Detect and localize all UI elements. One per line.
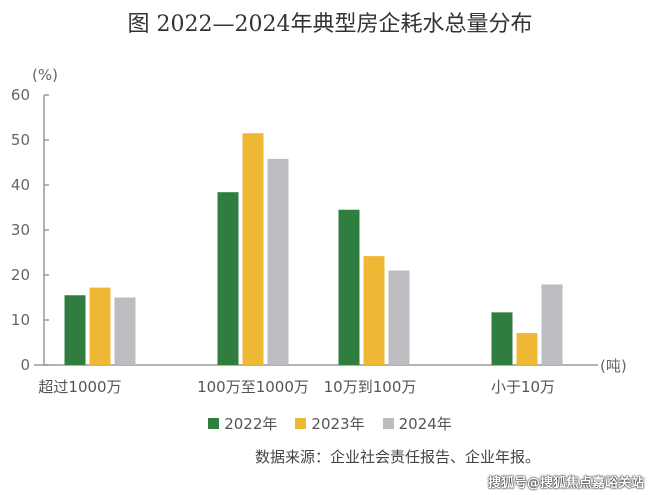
legend-item: 2023年	[295, 413, 365, 434]
y-tick-label: 40	[11, 176, 30, 194]
bar-2024年-超过1000万	[114, 297, 136, 365]
category-label: 10万到100万	[324, 378, 417, 396]
bar-2023年-小于10万	[516, 333, 538, 365]
legend-label: 2023年	[311, 415, 365, 433]
legend-item: 2024年	[382, 413, 452, 434]
y-tick-label: 30	[11, 221, 30, 239]
chart-title: 图 2022—2024年典型房企耗水总量分布	[127, 12, 533, 37]
legend-swatch	[382, 418, 394, 429]
y-tick-label: 10	[11, 311, 30, 329]
bar-2024年-10万到100万	[388, 270, 410, 365]
bar-2022年-10万到100万	[338, 209, 360, 365]
y-tick-label: 60	[11, 86, 30, 104]
category-label: 超过1000万	[38, 378, 121, 396]
bar-2023年-超过1000万	[89, 287, 111, 365]
bar-2024年-小于10万	[541, 284, 563, 365]
y-tick-label: 50	[11, 131, 30, 149]
category-label: 100万至1000万	[197, 378, 309, 396]
bar-2022年-小于10万	[491, 312, 513, 365]
category-label: 小于10万	[491, 378, 555, 396]
bar-2022年-超过1000万	[64, 295, 86, 365]
legend: 2022年 2023年 2024年	[0, 413, 660, 434]
legend-swatch	[208, 418, 220, 429]
bar-2023年-100万至1000万	[242, 133, 264, 365]
bar-2023年-10万到100万	[363, 256, 385, 365]
legend-item: 2022年	[208, 413, 277, 434]
bar-2024年-100万至1000万	[267, 158, 289, 365]
bar-2022年-100万至1000万	[217, 192, 239, 365]
y-tick-label: 20	[11, 266, 30, 284]
bar-chart: (%) (吨) 0 10 20 30 40 50 60 超过1000万 100万至1000万 10万到…	[11, 66, 627, 396]
legend-label: 2024年	[398, 415, 452, 433]
y-tick-label: 0	[20, 356, 30, 374]
legend-swatch	[295, 418, 307, 429]
legend-label: 2022年	[224, 415, 278, 433]
y-axis-label: (%)	[32, 66, 58, 84]
x-axis-label: (吨)	[600, 357, 627, 375]
watermark: 搜狐号@搜狐焦点嘉峪关站	[488, 476, 645, 491]
source-note: 数据来源：企业社会责任报告、企业年报。	[255, 448, 541, 466]
